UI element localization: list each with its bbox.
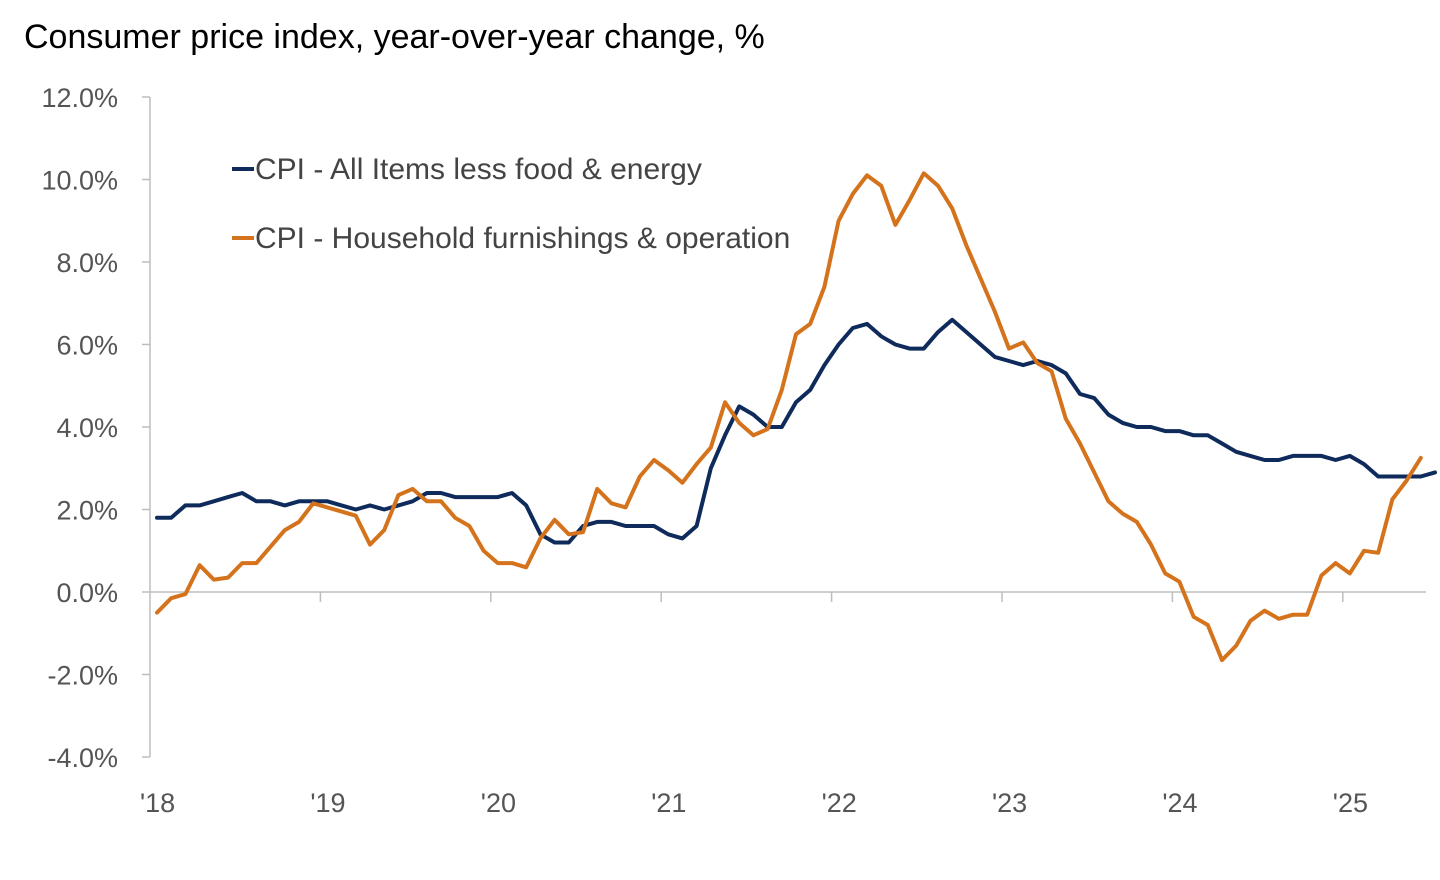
legend-label-2: CPI - Household furnishings & operation (255, 222, 790, 255)
x-tick-label: '20 (481, 788, 516, 818)
x-tick-label: '24 (1162, 788, 1197, 818)
x-tick-label: '22 (822, 788, 857, 818)
series-line-1 (155, 317, 1437, 545)
x-tick-label: '23 (992, 788, 1027, 818)
y-tick-label: 12.0% (41, 83, 118, 113)
x-tick-label: '18 (140, 788, 175, 818)
y-tick-label: 0.0% (56, 578, 118, 608)
series-line-2 (155, 171, 1423, 663)
series-layer (155, 171, 1437, 663)
y-tick-label: 8.0% (56, 248, 118, 278)
y-tick-label: 6.0% (56, 331, 118, 361)
axes: -4.0% -2.0% 0.0% 2.0% 4.0% 6.0% 8.0% 10.0% 12.0%… (41, 83, 1426, 818)
legend: CPI - All Items less food & energy CPI - … (232, 153, 790, 255)
y-tick-label: 10.0% (41, 166, 118, 196)
chart-title: Consumer price index, year-over-year cha… (24, 18, 765, 56)
y-tick-label: -2.0% (47, 661, 118, 691)
x-tick-label: '19 (310, 788, 345, 818)
y-tick-label: 2.0% (56, 496, 118, 526)
y-tick-label: -4.0% (47, 743, 118, 773)
legend-label-1: CPI - All Items less food & energy (255, 153, 702, 186)
x-tick-label: '25 (1333, 788, 1368, 818)
y-tick-label: 4.0% (56, 413, 118, 443)
x-tick-label: '21 (651, 788, 686, 818)
